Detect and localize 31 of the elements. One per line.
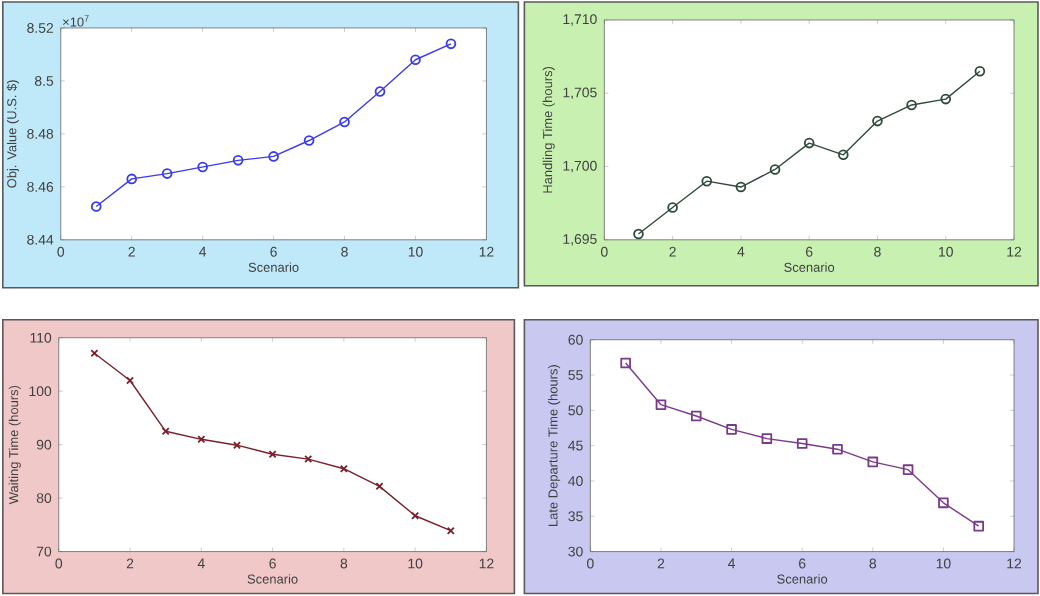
point: [375, 482, 384, 491]
point: [902, 464, 914, 476]
point: [339, 116, 350, 128]
point: [769, 164, 781, 175]
point: [735, 181, 747, 193]
point: [620, 357, 631, 369]
point: [761, 433, 773, 445]
point: [906, 99, 917, 111]
point: [268, 151, 279, 162]
point: [232, 441, 241, 450]
point: [161, 168, 173, 180]
point: [726, 424, 737, 435]
point: [701, 176, 713, 187]
point: [303, 135, 315, 147]
point: [690, 410, 702, 422]
point: [940, 94, 952, 105]
point: [410, 54, 421, 66]
point: [832, 444, 843, 455]
point: [838, 149, 849, 161]
point: [867, 456, 879, 468]
point: [938, 497, 949, 509]
point: [374, 86, 386, 98]
point: [796, 438, 808, 450]
point: [232, 155, 244, 166]
point: [126, 173, 137, 185]
point: [655, 399, 667, 411]
point: [197, 161, 208, 173]
point: [667, 202, 678, 214]
point: [872, 116, 883, 127]
point: [803, 138, 815, 149]
point: [973, 521, 984, 532]
